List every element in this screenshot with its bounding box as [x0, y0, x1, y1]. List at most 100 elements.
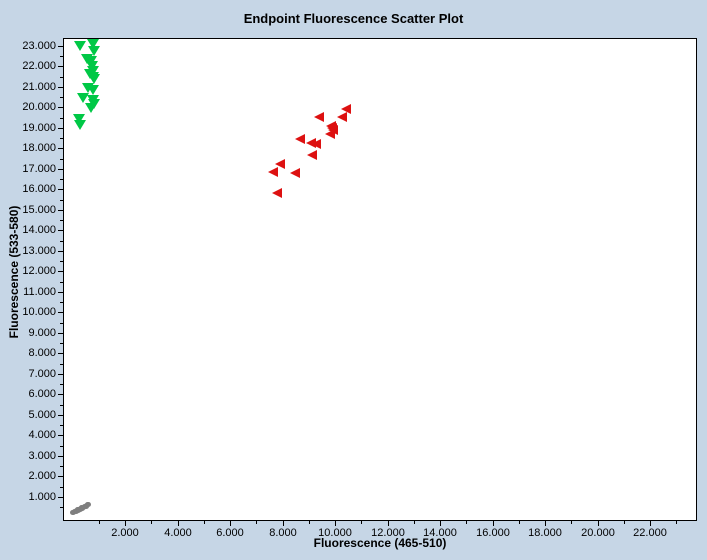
data-point-gray-cluster[interactable] [86, 502, 92, 508]
data-point-green-cluster[interactable] [86, 38, 99, 49]
data-point-red-cluster[interactable] [294, 134, 305, 145]
data-point-green-cluster[interactable] [76, 93, 89, 104]
data-point-green-cluster[interactable] [88, 73, 101, 84]
y-tick-label: 7.000 [28, 368, 56, 380]
y-tick-label: 22.000 [22, 60, 56, 72]
y-tick-label: 21.000 [22, 81, 56, 93]
x-minor-tick [151, 521, 152, 524]
y-minor-tick [60, 343, 63, 344]
y-major-tick [58, 374, 63, 375]
x-major-tick [125, 521, 126, 526]
y-tick-label: 6.000 [28, 388, 56, 400]
x-major-tick [388, 521, 389, 526]
x-tick-label: 14.000 [423, 527, 457, 539]
y-minor-tick [60, 364, 63, 365]
y-minor-tick [60, 200, 63, 201]
x-tick-label: 8.000 [269, 527, 297, 539]
y-minor-tick [60, 77, 63, 78]
x-tick-label: 2.000 [111, 527, 139, 539]
plot-area [63, 38, 697, 521]
y-axis-label: Fluorescence (533-580) [7, 205, 21, 339]
y-major-tick [58, 497, 63, 498]
x-minor-tick [361, 521, 362, 524]
x-minor-tick [519, 521, 520, 524]
y-major-tick [58, 128, 63, 129]
y-tick-label: 1.000 [28, 491, 56, 503]
x-minor-tick [414, 521, 415, 524]
y-minor-tick [60, 97, 63, 98]
y-major-tick [58, 435, 63, 436]
x-tick-label: 20.000 [581, 527, 615, 539]
x-major-tick [598, 521, 599, 526]
data-point-green-cluster[interactable] [85, 56, 98, 67]
y-tick-label: 14.000 [22, 224, 56, 236]
y-tick-label: 20.000 [22, 101, 56, 113]
y-tick-label: 15.000 [22, 204, 56, 216]
y-minor-tick [60, 323, 63, 324]
data-point-red-cluster[interactable] [290, 168, 301, 179]
x-minor-tick [256, 521, 257, 524]
data-point-red-cluster[interactable] [324, 128, 335, 139]
x-minor-tick [571, 521, 572, 524]
y-major-tick [58, 189, 63, 190]
data-point-green-cluster[interactable] [74, 40, 87, 51]
x-tick-label: 10.000 [318, 527, 352, 539]
chart-title: Endpoint Fluorescence Scatter Plot [243, 11, 464, 26]
y-tick-label: 8.000 [28, 347, 56, 359]
y-tick-label: 3.000 [28, 450, 56, 462]
y-minor-tick [60, 466, 63, 467]
y-major-tick [58, 210, 63, 211]
x-minor-tick [99, 521, 100, 524]
data-point-red-cluster[interactable] [274, 159, 285, 170]
y-major-tick [58, 46, 63, 47]
x-tick-label: 4.000 [164, 527, 192, 539]
data-point-green-cluster[interactable] [73, 113, 86, 124]
y-minor-tick [60, 302, 63, 303]
data-point-red-cluster[interactable] [336, 111, 347, 122]
y-minor-tick [60, 56, 63, 57]
x-major-tick [440, 521, 441, 526]
y-minor-tick [60, 425, 63, 426]
y-minor-tick [60, 282, 63, 283]
data-point-red-cluster[interactable] [341, 104, 352, 115]
data-point-green-cluster[interactable] [74, 119, 87, 130]
x-tick-label: 16.000 [476, 527, 510, 539]
data-point-green-cluster[interactable] [85, 103, 98, 114]
y-major-tick [58, 271, 63, 272]
data-point-green-cluster[interactable] [88, 46, 101, 57]
y-major-tick [58, 66, 63, 67]
data-point-red-cluster[interactable] [268, 167, 278, 178]
data-point-red-cluster[interactable] [307, 150, 318, 161]
y-tick-label: 4.000 [28, 429, 56, 441]
y-minor-tick [60, 405, 63, 406]
y-minor-tick [60, 507, 63, 508]
x-major-tick [335, 521, 336, 526]
x-major-tick [545, 521, 546, 526]
data-point-red-cluster[interactable] [327, 122, 338, 133]
y-tick-label: 18.000 [22, 142, 56, 154]
y-major-tick [58, 107, 63, 108]
y-tick-label: 9.000 [28, 327, 56, 339]
data-point-red-cluster[interactable] [313, 111, 324, 122]
x-minor-tick [309, 521, 310, 524]
data-point-red-cluster[interactable] [272, 187, 283, 198]
y-minor-tick [60, 261, 63, 262]
y-tick-label: 13.000 [22, 245, 56, 257]
data-point-red-cluster[interactable] [311, 139, 322, 150]
x-major-tick [178, 521, 179, 526]
y-tick-label: 17.000 [22, 163, 56, 175]
y-tick-label: 12.000 [22, 265, 56, 277]
data-point-red-cluster[interactable] [306, 137, 317, 148]
y-major-tick [58, 292, 63, 293]
y-minor-tick [60, 118, 63, 119]
y-minor-tick [60, 241, 63, 242]
y-tick-label: 16.000 [22, 183, 56, 195]
y-tick-label: 11.000 [23, 286, 56, 298]
y-major-tick [58, 333, 63, 334]
y-major-tick [58, 169, 63, 170]
x-tick-label: 12.000 [371, 527, 405, 539]
x-major-tick [650, 521, 651, 526]
x-minor-tick [676, 521, 677, 524]
x-axis-label: Fluorescence (465-510) [313, 536, 447, 550]
data-point-green-cluster[interactable] [86, 85, 99, 96]
